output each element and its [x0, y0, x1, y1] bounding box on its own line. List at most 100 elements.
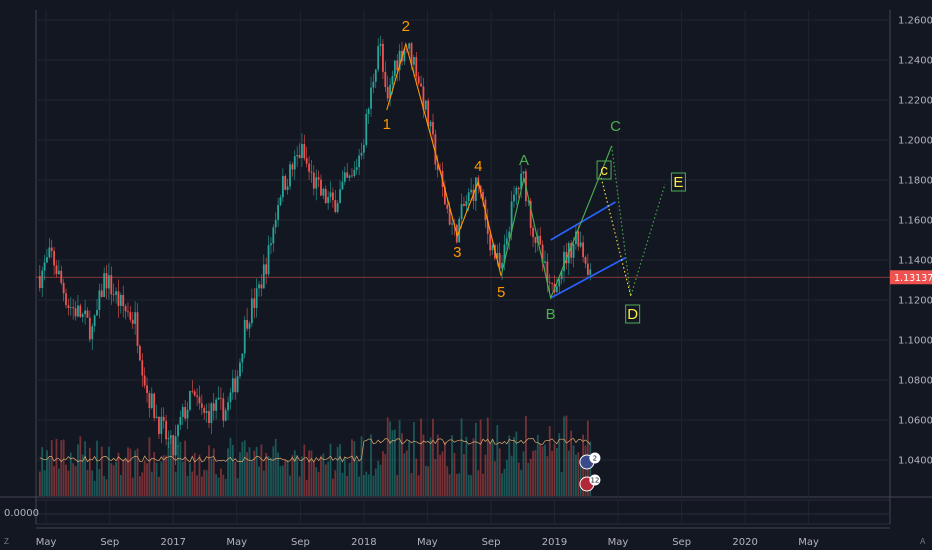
candle-body	[177, 424, 179, 437]
candle-body	[298, 155, 301, 159]
wave-label[interactable]: 2	[402, 18, 410, 35]
volume-bar	[448, 474, 451, 496]
wave-label[interactable]: 1	[383, 116, 391, 133]
channel-line[interactable]	[550, 257, 626, 299]
candle-body	[210, 403, 213, 424]
volume-bar	[491, 438, 494, 496]
indicator-value-label: 0.0000	[4, 508, 39, 519]
wave-label[interactable]: 4	[474, 158, 482, 175]
volume-bar	[382, 451, 384, 496]
time-tick-label: Sep	[672, 537, 691, 548]
wave-label[interactable]: c	[600, 162, 608, 179]
status-left-label[interactable]: Z	[4, 537, 9, 546]
candle-body	[463, 203, 465, 206]
candle-body	[317, 177, 320, 180]
volume-bar	[55, 438, 58, 496]
candle-body	[386, 87, 389, 99]
wave-line-projection-c[interactable]	[611, 145, 666, 297]
volume-bar	[43, 470, 46, 496]
volume-bar	[189, 463, 191, 496]
candle-body	[570, 243, 573, 258]
candle-body	[498, 252, 501, 269]
candle-body	[286, 186, 289, 190]
volume-bar	[100, 446, 103, 496]
wave-label[interactable]: 5	[497, 284, 505, 301]
volume-bar	[401, 433, 403, 496]
volume-bar	[53, 466, 56, 496]
volume-bar	[138, 476, 141, 496]
candle-body	[479, 185, 482, 192]
candle-body	[586, 263, 589, 275]
wave-label[interactable]: 3	[453, 244, 461, 261]
candle-body	[136, 312, 139, 346]
candle-body	[486, 220, 489, 234]
candle-body	[77, 305, 79, 317]
wave-label[interactable]: A	[519, 152, 529, 169]
volume-bar	[539, 444, 542, 496]
candle-body	[165, 420, 168, 440]
volume-bar	[260, 444, 263, 496]
candle-body	[408, 43, 411, 49]
candle-body	[174, 436, 177, 456]
channel-line[interactable]	[550, 201, 616, 241]
wave-line-projection-c-minor[interactable]	[599, 173, 632, 297]
candle-body	[555, 286, 558, 293]
volume-bar	[577, 452, 580, 496]
time-tick-label: May	[798, 537, 819, 548]
volume-bar	[339, 444, 341, 496]
wave-label[interactable]: C	[610, 118, 621, 135]
candle-body	[353, 169, 356, 177]
status-right-label[interactable]: A	[920, 537, 926, 546]
candle-body	[255, 288, 258, 308]
candle-body	[267, 245, 270, 275]
candle-body	[513, 194, 515, 202]
volume-bar	[324, 464, 327, 496]
wave-line-corrective[interactable]	[500, 145, 613, 300]
candle-body	[67, 305, 70, 309]
wave-line-impulse[interactable]	[386, 41, 502, 277]
candle-body	[517, 187, 520, 190]
candle-body	[186, 409, 189, 419]
candle-body	[324, 188, 327, 204]
candle-body	[301, 144, 303, 159]
candle-body	[362, 144, 365, 153]
volume-bar	[374, 468, 377, 496]
candle-body	[57, 270, 60, 275]
volume-bar	[527, 462, 530, 496]
volume-bar	[124, 457, 127, 496]
volume-bar	[515, 431, 518, 496]
wave-label[interactable]: D	[627, 306, 638, 323]
volume-bar	[565, 415, 568, 496]
volume-bar	[570, 430, 573, 496]
current-price-badge	[890, 270, 932, 285]
volume-bar	[158, 476, 160, 496]
candle-body	[212, 403, 215, 411]
volume-bar	[298, 476, 301, 496]
candle-body	[465, 201, 468, 206]
candle-body	[389, 84, 391, 99]
candle-body	[560, 271, 563, 280]
wave-label[interactable]: B	[546, 306, 556, 323]
wave-label[interactable]: E	[673, 174, 683, 191]
volume-histogram	[38, 415, 592, 496]
candle-body	[48, 247, 51, 258]
volume-bar	[98, 469, 101, 496]
volume-bar	[427, 466, 430, 496]
volume-bar	[262, 470, 265, 496]
candle-body	[172, 435, 175, 456]
candle-body	[310, 171, 313, 173]
volume-bar	[248, 447, 251, 496]
price-tick-label: 1.20000	[898, 136, 932, 147]
volume-bar	[293, 450, 296, 496]
volume-bar	[134, 450, 137, 496]
candle-body	[370, 87, 372, 109]
volume-bar	[415, 458, 418, 496]
candle-body	[55, 265, 58, 275]
price-tick-label: 1.12000	[898, 296, 932, 307]
volume-bar	[112, 465, 115, 496]
candle-body	[129, 312, 132, 320]
wave-label-box	[625, 304, 641, 324]
volume-bar	[534, 450, 537, 496]
